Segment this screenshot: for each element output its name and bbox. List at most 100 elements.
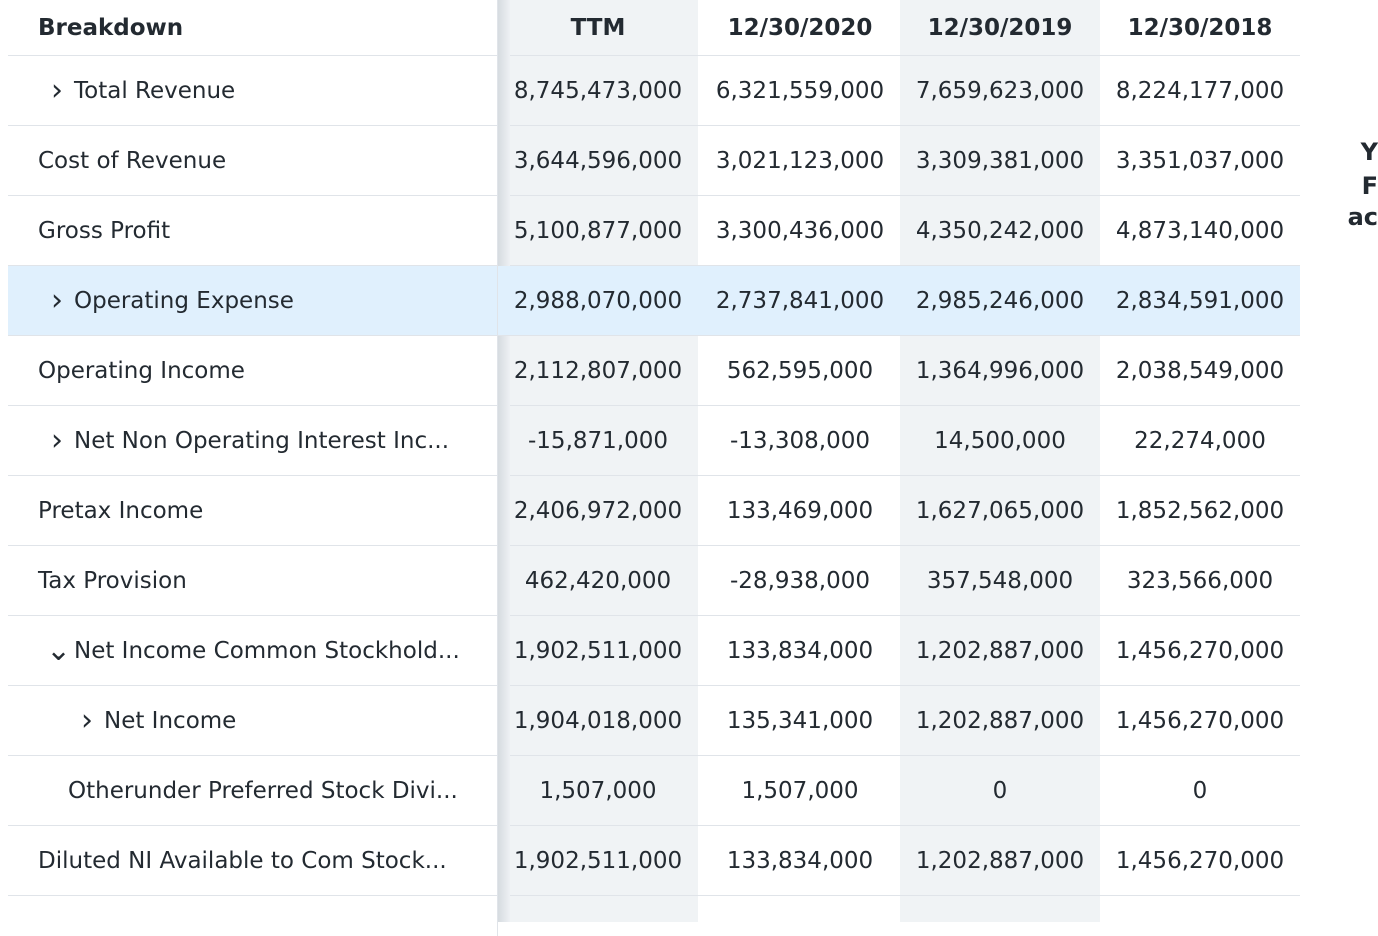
value: 1,364,996,000 [915, 357, 1085, 384]
table-row[interactable]: › Total Revenue 8,745,473,000 6,321,559,000… [8, 56, 1300, 126]
value: 0 [1192, 777, 1208, 804]
value: 2,737,841,000 [715, 287, 885, 314]
value-cell: 14,500,000 [900, 406, 1100, 475]
value: -28,938,000 [730, 567, 870, 594]
label: Pretax Income [38, 497, 204, 524]
value: 1,507,000 [539, 777, 657, 804]
table-row: Otherunder Preferred Stock Divi... 1,507,… [8, 756, 1300, 826]
value-cell: -15,871,000 [498, 406, 698, 475]
value: 4,873,140,000 [1115, 217, 1285, 244]
value-cell: 3,309,381,000 [900, 126, 1100, 195]
label: Diluted NI Available to Com Stock... [38, 847, 447, 874]
value-cell: 133,469,000 [700, 476, 900, 545]
value: 1,627,065,000 [915, 497, 1085, 524]
value: -15,871,000 [528, 427, 668, 454]
value-cell: 0 [900, 756, 1100, 825]
value-cell: 1,902,511,000 [498, 826, 698, 895]
label-cell: Breakdown [8, 0, 498, 55]
table-row[interactable]: › Net Non Operating Interest Inc... -15,87… [8, 406, 1300, 476]
chevron[interactable]: › [81, 703, 93, 738]
value: 3,021,123,000 [715, 147, 885, 174]
chevron[interactable]: › [51, 423, 63, 458]
chevron[interactable]: › [51, 283, 63, 318]
table-row: Pretax Income 2,406,972,000 133,469,000 1,6… [8, 476, 1300, 546]
value-cell: 2,834,591,000 [1100, 266, 1300, 335]
value: 2,985,246,000 [915, 287, 1085, 314]
value: 2,406,972,000 [513, 497, 683, 524]
value: 2,112,807,000 [513, 357, 683, 384]
value-cell: 1,852,562,000 [1100, 476, 1300, 545]
value-cell: 22,274,000 [1100, 406, 1300, 475]
label-cell: › Net Non Operating Interest Inc... [8, 406, 498, 475]
value-cell: 5,100,877,000 [498, 196, 698, 265]
value: 22,274,000 [1134, 427, 1266, 454]
value-cell: 3,351,037,000 [1100, 126, 1300, 195]
value-cell: 4,873,140,000 [1100, 196, 1300, 265]
value-cell: 1,364,996,000 [900, 336, 1100, 405]
value: 357,548,000 [926, 567, 1074, 594]
value-cell: 7,659,623,000 [900, 56, 1100, 125]
value-cell: 3,644,596,000 [498, 126, 698, 195]
table-row[interactable]: › Net Income 1,904,018,000 135,341,000 1,202… [8, 686, 1300, 756]
value-cell: 3,021,123,000 [700, 126, 900, 195]
value-cell: 357,548,000 [900, 546, 1100, 615]
label: Operating Expense [74, 287, 294, 314]
table-row[interactable]: › Operating Expense 2,988,070,000 2,737,841… [8, 266, 1300, 336]
column-bg [1100, 0, 1300, 922]
column-bg [900, 0, 1100, 922]
label-cell: › Total Revenue [8, 56, 498, 125]
label: Cost of Revenue [38, 147, 227, 174]
value-cell: 4,350,242,000 [900, 196, 1100, 265]
value-cell: 12/30/2020 [700, 0, 900, 55]
value-cell: 323,566,000 [1100, 546, 1300, 615]
table-row: Tax Provision 462,420,000 -28,938,000 357,5… [8, 546, 1300, 616]
chevron[interactable]: ⌄ [46, 633, 72, 668]
value-cell: 1,456,270,000 [1100, 686, 1300, 755]
value: 1,202,887,000 [915, 637, 1085, 664]
value-cell: 2,985,246,000 [900, 266, 1100, 335]
chevron[interactable]: › [51, 73, 63, 108]
label-cell: › Net Income [8, 686, 498, 755]
value: 1,904,018,000 [513, 707, 683, 734]
value-cell: 1,202,887,000 [900, 686, 1100, 755]
value-cell: 2,038,549,000 [1100, 336, 1300, 405]
value: 3,300,436,000 [715, 217, 885, 244]
value-cell: 1,202,887,000 [900, 616, 1100, 685]
value: 6,321,559,000 [715, 77, 885, 104]
label-cell: Tax Provision [8, 546, 498, 615]
value-cell: 1,456,270,000 [1100, 616, 1300, 685]
value: 3,644,596,000 [513, 147, 683, 174]
value: 2,038,549,000 [1115, 357, 1285, 384]
value-cell: 462,420,000 [498, 546, 698, 615]
table-row: Diluted NI Available to Com Stock... 1,90… [8, 826, 1300, 896]
value-cell: 12/30/2018 [1100, 0, 1300, 55]
value: 1,456,270,000 [1115, 847, 1285, 874]
value: 323,566,000 [1126, 567, 1274, 594]
value: 135,341,000 [726, 707, 874, 734]
value: -13,308,000 [730, 427, 870, 454]
value: 1,902,511,000 [513, 637, 683, 664]
label: Net Income Common Stockhold... [74, 637, 460, 664]
table-row[interactable]: ⌄ Net Income Common Stockhold... 1,902,511… [8, 616, 1300, 686]
value: 7,659,623,000 [915, 77, 1085, 104]
value: 8,745,473,000 [513, 77, 683, 104]
value-cell: 133,834,000 [700, 616, 900, 685]
label: Breakdown [38, 14, 184, 41]
value-cell: 562,595,000 [700, 336, 900, 405]
value: 133,834,000 [726, 847, 874, 874]
value-cell: 1,904,018,000 [498, 686, 698, 755]
table-row: Gross Profit 5,100,877,000 3,300,436,000 4,… [8, 196, 1300, 266]
table-row: Operating Income 2,112,807,000 562,595,000… [8, 336, 1300, 406]
value: 12/30/2019 [927, 14, 1073, 41]
value-cell: 2,406,972,000 [498, 476, 698, 545]
value: 1,456,270,000 [1115, 707, 1285, 734]
value-cell: 1,627,065,000 [900, 476, 1100, 545]
value-cell: 2,988,070,000 [498, 266, 698, 335]
table-row [8, 896, 1300, 936]
label: Net Income [104, 707, 237, 734]
table-row: Cost of Revenue 3,644,596,000 3,021,123,00… [8, 126, 1300, 196]
label-cell [8, 896, 498, 936]
value: 1,456,270,000 [1115, 637, 1285, 664]
value: TTM [570, 14, 626, 41]
label-cell: Otherunder Preferred Stock Divi... [8, 756, 498, 825]
